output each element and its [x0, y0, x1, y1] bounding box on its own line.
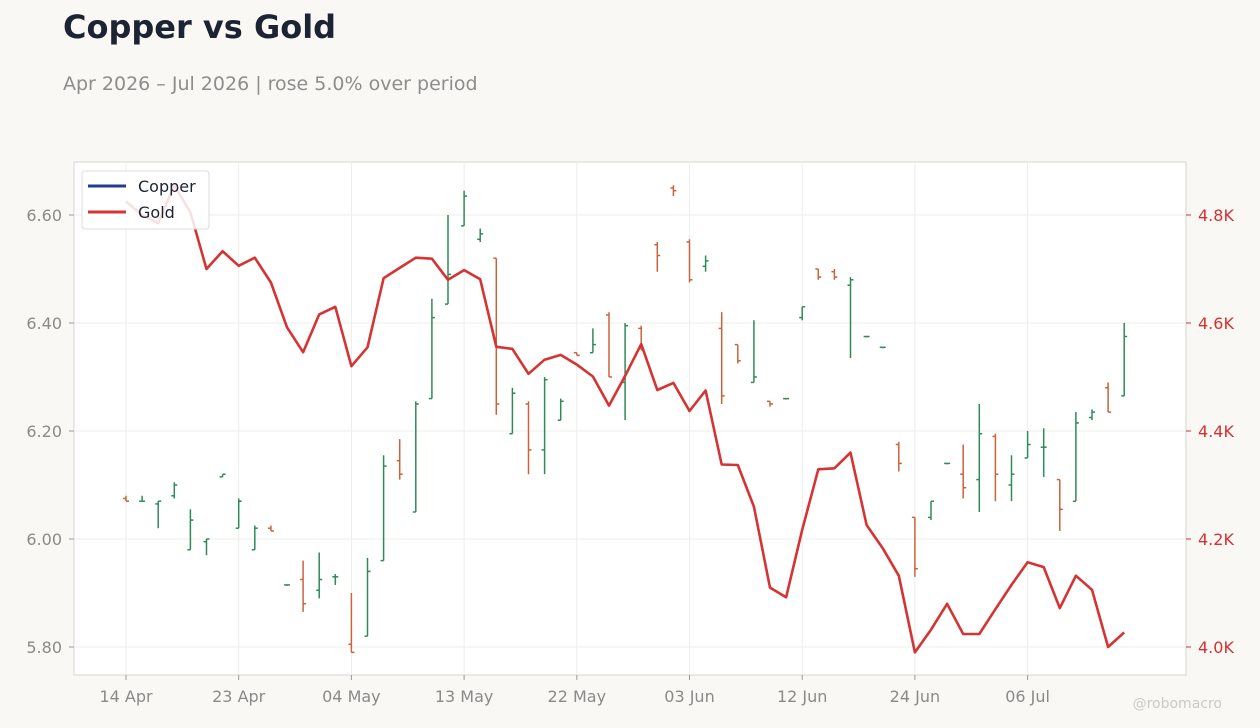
- copper-ohlc-bar: [493, 257, 500, 415]
- y-right-tick-label: 4.4K: [1198, 422, 1234, 441]
- gold-line: [125, 184, 1126, 654]
- x-tick-label: 23 Apr: [212, 687, 266, 706]
- x-tick-label: 13 May: [435, 687, 494, 706]
- copper-ohlc-bar: [557, 398, 564, 421]
- copper-ohlc-bar: [1024, 431, 1031, 459]
- copper-ohlc-bar: [267, 525, 274, 532]
- copper-ohlc-bar: [1089, 409, 1095, 421]
- y-right-tick-label: 4.2K: [1198, 530, 1234, 549]
- copper-ohlc-bar: [879, 346, 886, 349]
- copper-ohlc-bar: [123, 495, 129, 502]
- axes: 5.80 6.00 6.20 6.40 6.60 4.0K 4.2K 4.4K 4.6K 4.8K…: [26, 206, 1234, 706]
- copper-ohlc-bar: [960, 444, 967, 499]
- copper-ohlc-bar: [750, 320, 757, 384]
- copper-ohlc-bar: [606, 312, 612, 378]
- copper-ohlc-bar: [461, 190, 468, 227]
- y-right-tick-label: 4.0K: [1198, 638, 1234, 657]
- copper-ohlc-bar: [203, 538, 210, 556]
- copper-ohlc-bar: [171, 482, 178, 499]
- legend: Copper Gold: [81, 170, 210, 230]
- copper-ohlc-bar: [686, 239, 693, 283]
- copper-ohlc-bar: [1056, 478, 1063, 531]
- copper-ohlc-bar: [219, 473, 226, 478]
- grid: [74, 162, 1186, 675]
- y-left-tick-label: 6.60: [26, 206, 62, 225]
- copper-ohlc-bar: [799, 306, 806, 321]
- copper-ohlc-bar: [428, 298, 435, 400]
- copper-ohlc-bar: [783, 397, 790, 400]
- y-left-tick-label: 6.40: [26, 314, 62, 333]
- copper-ohlc-bar: [412, 401, 419, 513]
- copper-ohlc-bar: [573, 351, 580, 357]
- y-right-tick-label: 4.6K: [1198, 314, 1234, 333]
- copper-ohlc-bar: [1040, 428, 1047, 477]
- copper-ohlc-bar: [1105, 382, 1112, 413]
- copper-ohlc-bar: [702, 255, 709, 272]
- copper-ohlc-bar: [670, 185, 677, 197]
- x-tick-label: 24 Jun: [890, 687, 940, 706]
- y-left-tick-label: 5.80: [26, 638, 62, 657]
- copper-ohlc-bar: [815, 268, 822, 280]
- x-tick-label: 14 Apr: [99, 687, 153, 706]
- copper-ohlc-bar: [525, 401, 532, 475]
- copper-ohlc-bar: [718, 312, 725, 404]
- copper-ohlc-bar: [139, 495, 146, 502]
- copper-ohlc-bar: [251, 525, 258, 551]
- copper-ohlc-bar: [1008, 455, 1015, 502]
- copper-ohlc-bar: [396, 439, 403, 480]
- copper-ohlc-bar: [863, 335, 870, 338]
- copper-ohlc-bar: [767, 400, 773, 407]
- copper-ohlc-bar: [364, 557, 371, 637]
- copper-ohlc-bar: [976, 404, 983, 512]
- x-tick-label: 04 May: [322, 687, 381, 706]
- copper-ohlc-bar: [831, 269, 838, 280]
- gold-line-group: [125, 184, 1126, 654]
- copper-ohlc-bar: [541, 377, 548, 475]
- copper-ohlc-bar: [316, 552, 323, 599]
- copper-ohlc-bar: [380, 455, 387, 562]
- watermark: @robomacro: [1132, 696, 1222, 712]
- copper-ohlc-bar: [895, 441, 902, 472]
- page-subtitle: Apr 2026 – Jul 2026 | rose 5.0% over per…: [63, 73, 478, 95]
- page-title: Copper vs Gold: [63, 8, 337, 46]
- copper-ohlc-bar: [1072, 412, 1079, 502]
- x-tick-label: 12 Jun: [777, 687, 827, 706]
- legend-gold-label: Gold: [138, 203, 175, 222]
- copper-ohlc-bar: [235, 498, 242, 529]
- copper-ohlc-bar: [928, 500, 934, 521]
- legend-copper-label: Copper: [138, 177, 196, 196]
- copper-ohlc-bars: [123, 185, 1128, 654]
- copper-ohlc-bar: [155, 500, 162, 529]
- x-tick-label: 03 Jun: [664, 687, 714, 706]
- copper-ohlc-bar: [1121, 323, 1128, 397]
- copper-ohlc-bar: [944, 462, 951, 465]
- copper-ohlc-bar: [911, 516, 918, 577]
- copper-ohlc-bar: [477, 228, 484, 242]
- copper-ohlc-bar: [187, 509, 194, 551]
- copper-ohlc-bar: [300, 560, 307, 612]
- y-left-tick-label: 6.20: [26, 422, 62, 441]
- x-tick-label: 06 Jul: [1005, 687, 1050, 706]
- y-right-tick-label: 4.8K: [1198, 206, 1234, 225]
- copper-ohlc-bar: [734, 343, 741, 364]
- copper-ohlc-bar: [654, 242, 661, 272]
- copper-ohlc-bar: [284, 584, 290, 586]
- x-tick-label: 22 May: [548, 687, 607, 706]
- copper-ohlc-bar: [847, 277, 854, 359]
- y-left-tick-label: 6.00: [26, 530, 62, 549]
- copper-ohlc-bar: [992, 433, 999, 502]
- copper-ohlc-bar: [348, 593, 355, 654]
- copper-ohlc-bar: [509, 387, 516, 435]
- copper-ohlc-bar: [589, 328, 596, 354]
- copper-ohlc-bar: [332, 574, 339, 585]
- copper-ohlc-bar: [445, 215, 451, 305]
- plot-area: [73, 161, 1187, 676]
